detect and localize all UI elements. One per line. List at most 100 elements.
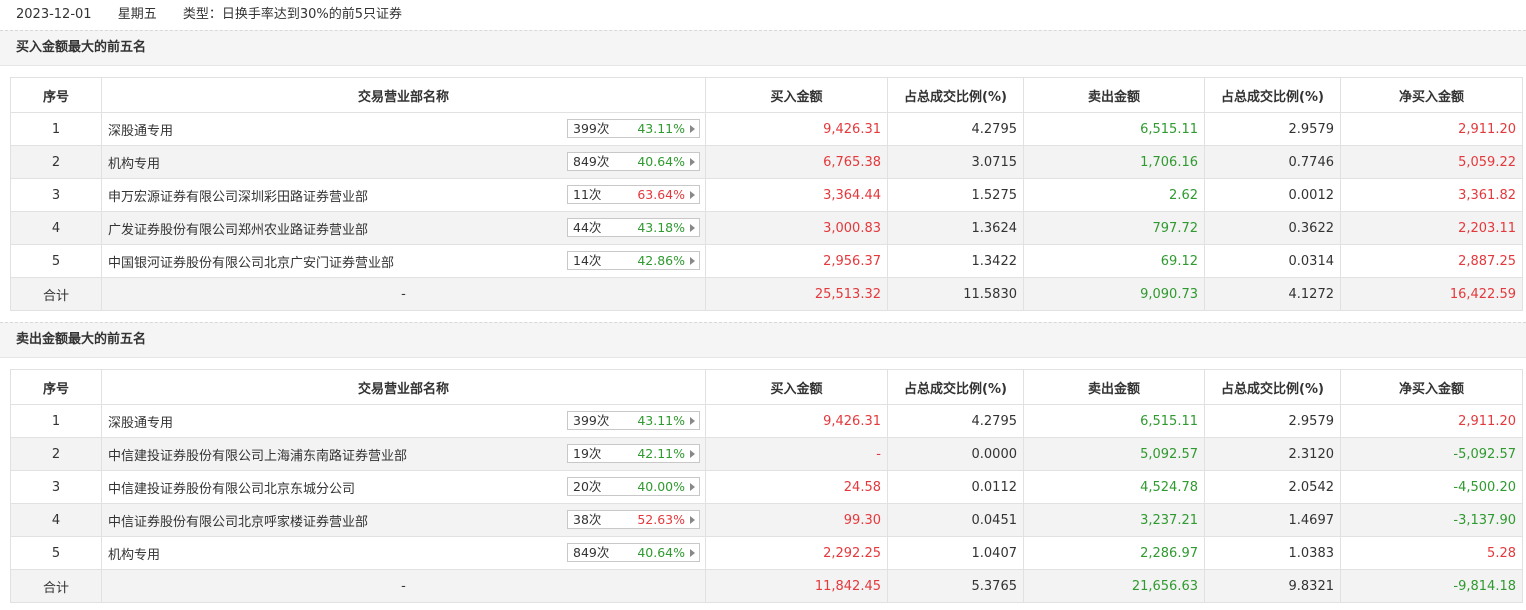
summary-line: 2023-12-01 星期五 类型：日换手率达到30%的前5只证券 [0, 0, 1526, 30]
col-header-net-buy[interactable]: 净买入金额 [1340, 77, 1523, 113]
sell-amount: 69.12 [1023, 244, 1205, 278]
branch-stats-badge[interactable]: 11次 63.64% [567, 185, 700, 204]
col-header-buy-ratio[interactable]: 占总成交比例(%) [887, 369, 1024, 405]
col-header-sell-amount[interactable]: 卖出金额 [1023, 369, 1205, 405]
total-sell-amount: 9,090.73 [1023, 277, 1205, 311]
buy-section-title: 买入金额最大的前五名 [0, 30, 1526, 66]
branch-stats-badge[interactable]: 19次 42.11% [567, 444, 700, 463]
sell-amount: 797.72 [1023, 211, 1205, 245]
buy-ratio: 1.3422 [887, 244, 1024, 278]
total-row: 合计 -25,513.32 11.5830 9,090.73 4.1272 16,422.… [10, 277, 1523, 311]
sell-amount: 1,706.16 [1023, 145, 1205, 179]
sell-amount: 6,515.11 [1023, 112, 1205, 146]
listing-count: 20次 [573, 479, 602, 494]
branch-name-cell: 中信证券股份有限公司北京呼家楼证券营业部 38次 52.63% [101, 503, 706, 537]
branch-name-link[interactable]: 广发证券股份有限公司郑州农业路证券营业部 [108, 222, 369, 238]
branch-name-link[interactable]: 中信建投证券股份有限公司北京东城分公司 [108, 481, 356, 497]
sell-amount: 2.62 [1023, 178, 1205, 212]
branch-name-link[interactable]: 中信证券股份有限公司北京呼家楼证券营业部 [108, 514, 369, 530]
buy-amount: 3,000.83 [705, 211, 888, 245]
total-buy-ratio: 11.5830 [887, 277, 1024, 311]
win-rate: 42.11% [637, 446, 685, 461]
col-header-branch-name[interactable]: 交易营业部名称 [101, 369, 706, 405]
col-header-buy-amount[interactable]: 买入金额 [705, 369, 888, 405]
win-rate: 43.11% [637, 121, 685, 136]
total-buy-ratio: 5.3765 [887, 569, 1024, 603]
col-header-branch-name[interactable]: 交易营业部名称 [101, 77, 706, 113]
row-index: 3 [10, 470, 102, 504]
caret-right-icon [690, 257, 695, 265]
branch-name-link[interactable]: 机构专用 [108, 547, 161, 563]
net-buy-amount: -3,137.90 [1340, 503, 1523, 537]
buy-top5-table: 序号 交易营业部名称 买入金额 占总成交比例(%) 卖出金额 占总成交比例(%) 净买入金额… [10, 77, 1523, 311]
sell-section-title: 卖出金额最大的前五名 [0, 322, 1526, 358]
branch-name-link[interactable]: 申万宏源证券有限公司深圳彩田路证券营业部 [108, 189, 369, 205]
col-header-buy-ratio[interactable]: 占总成交比例(%) [887, 77, 1024, 113]
win-rate: 52.63% [637, 512, 685, 527]
branch-stats-badge[interactable]: 14次 42.86% [567, 251, 700, 270]
col-header-sell-ratio[interactable]: 占总成交比例(%) [1204, 369, 1341, 405]
row-index: 5 [10, 536, 102, 570]
branch-stats-badge[interactable]: 849次 40.64% [567, 543, 700, 562]
branch-name-link[interactable]: 机构专用 [108, 156, 161, 172]
branch-stats-badge[interactable]: 399次 43.11% [567, 411, 700, 430]
total-net-buy: -9,814.18 [1340, 569, 1523, 603]
listing-count: 44次 [573, 220, 602, 235]
net-buy-amount: -5,092.57 [1340, 437, 1523, 471]
buy-amount: 3,364.44 [705, 178, 888, 212]
total-label: 合计 [10, 277, 102, 311]
sell-ratio: 1.4697 [1204, 503, 1341, 537]
col-header-sell-amount[interactable]: 卖出金额 [1023, 77, 1205, 113]
caret-right-icon [690, 191, 695, 199]
branch-name-link[interactable]: 中信建投证券股份有限公司上海浦东南路证券营业部 [108, 448, 408, 464]
type-value: 日换手率达到30%的前5只证券 [221, 7, 403, 22]
caret-right-icon [690, 483, 695, 491]
sell-amount: 5,092.57 [1023, 437, 1205, 471]
branch-stats-badge[interactable]: 399次 43.11% [567, 119, 700, 138]
total-branch-placeholder: - [101, 277, 706, 311]
branch-name-link[interactable]: 深股通专用 [108, 415, 174, 431]
net-buy-amount: 2,887.25 [1340, 244, 1523, 278]
buy-ratio: 3.0715 [887, 145, 1024, 179]
branch-stats-badge[interactable]: 38次 52.63% [567, 510, 700, 529]
col-header-sell-ratio[interactable]: 占总成交比例(%) [1204, 77, 1341, 113]
total-branch-placeholder: - [101, 569, 706, 603]
sell-ratio: 0.3622 [1204, 211, 1341, 245]
listing-count: 399次 [573, 121, 610, 136]
total-sell-ratio: 9.8321 [1204, 569, 1341, 603]
col-header-index[interactable]: 序号 [10, 77, 102, 113]
branch-name-link[interactable]: 深股通专用 [108, 123, 174, 139]
row-index: 1 [10, 112, 102, 146]
sell-amount: 3,237.21 [1023, 503, 1205, 537]
branch-stats-badge[interactable]: 20次 40.00% [567, 477, 700, 496]
sell-ratio: 0.0012 [1204, 178, 1341, 212]
trade-date: 2023-12-01 [16, 7, 92, 22]
buy-amount: 2,292.25 [705, 536, 888, 570]
branch-stats-badge[interactable]: 849次 40.64% [567, 152, 700, 171]
buy-ratio: 4.2795 [887, 112, 1024, 146]
table-row: 5 中国银河证券股份有限公司北京广安门证券营业部 14次 42.86% 2,956.37… [10, 244, 1523, 278]
table-header-row: 序号 交易营业部名称 买入金额 占总成交比例(%) 卖出金额 占总成交比例(%) 净买入金额 [10, 369, 1523, 405]
row-index: 4 [10, 503, 102, 537]
net-buy-amount: -4,500.20 [1340, 470, 1523, 504]
buy-top5-section: 买入金额最大的前五名 序号 交易营业部名称 买入金额 占总成交比例(%) 卖出金额 占总成… [0, 30, 1526, 311]
net-buy-amount: 2,911.20 [1340, 404, 1523, 438]
win-rate: 40.64% [637, 154, 685, 169]
sell-ratio: 2.9579 [1204, 112, 1341, 146]
caret-right-icon [690, 224, 695, 232]
total-buy-amount: 11,842.45 [705, 569, 888, 603]
col-header-net-buy[interactable]: 净买入金额 [1340, 369, 1523, 405]
listing-count: 849次 [573, 154, 610, 169]
win-rate: 43.11% [637, 413, 685, 428]
table-row: 1 深股通专用 399次 43.11% 9,426.31 4.2795 6,515.11 2.… [10, 404, 1523, 438]
branch-name-link[interactable]: 中国银河证券股份有限公司北京广安门证券营业部 [108, 255, 395, 271]
table-row: 3 中信建投证券股份有限公司北京东城分公司 20次 40.00% 24.58 0.0112… [10, 470, 1523, 504]
col-header-buy-amount[interactable]: 买入金额 [705, 77, 888, 113]
net-buy-amount: 5,059.22 [1340, 145, 1523, 179]
listing-count: 38次 [573, 512, 602, 527]
type-info: 类型：日换手率达到30%的前5只证券 [183, 7, 402, 22]
caret-right-icon [690, 549, 695, 557]
branch-stats-badge[interactable]: 44次 43.18% [567, 218, 700, 237]
sell-amount: 2,286.97 [1023, 536, 1205, 570]
col-header-index[interactable]: 序号 [10, 369, 102, 405]
